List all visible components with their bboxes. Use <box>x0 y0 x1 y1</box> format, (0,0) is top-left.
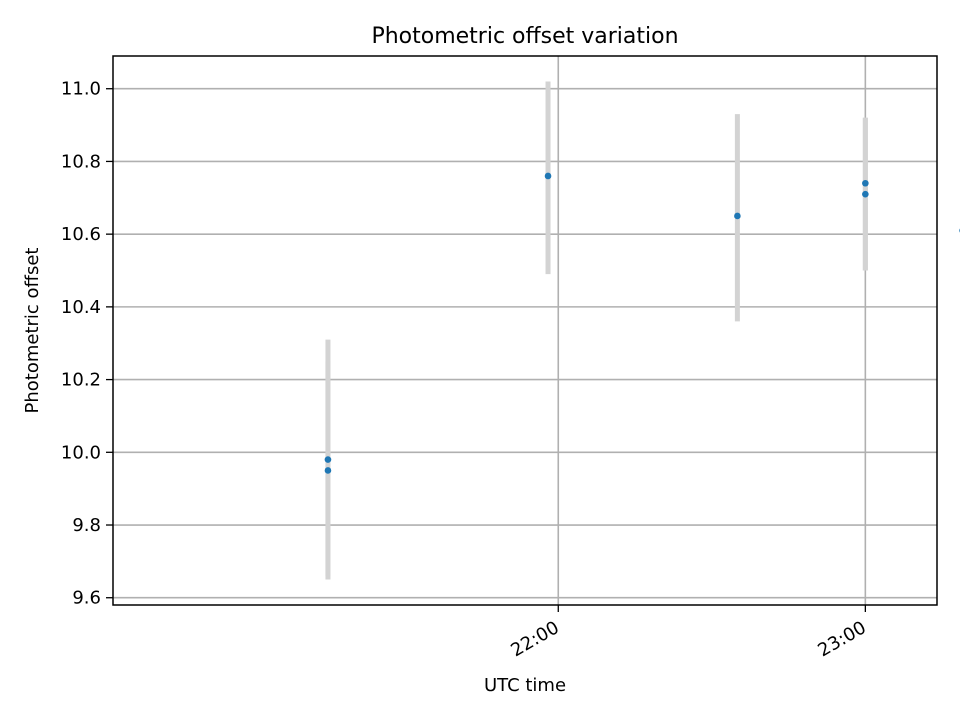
point-layer <box>324 172 960 474</box>
x-tick-label: 22:00 <box>507 617 562 661</box>
data-point <box>862 190 869 198</box>
data-point <box>324 467 332 474</box>
tick-layer: 22:0023:0000:0001:0002:009.69.810.010.21… <box>61 79 870 662</box>
x-axis-label: UTC time <box>484 675 566 696</box>
y-tick-label: 9.8 <box>72 515 101 536</box>
y-tick-label: 11.0 <box>61 79 101 100</box>
x-tick-label: 23:00 <box>814 617 869 661</box>
y-tick-label: 10.6 <box>61 224 101 245</box>
plot-area-frame <box>112 55 938 606</box>
y-tick-label: 9.6 <box>72 588 101 609</box>
y-tick-label: 10.8 <box>61 151 101 172</box>
data-point <box>324 456 332 463</box>
y-axis-label: Photometric offset <box>22 248 43 414</box>
data-point <box>734 212 741 220</box>
grid-layer <box>113 56 937 605</box>
data-point <box>862 179 869 187</box>
y-tick-label: 10.4 <box>61 297 101 318</box>
chart-title: Photometric offset variation <box>371 24 678 49</box>
y-tick-label: 10.0 <box>61 442 101 463</box>
y-tick-label: 10.2 <box>61 370 101 391</box>
data-point <box>544 172 552 180</box>
